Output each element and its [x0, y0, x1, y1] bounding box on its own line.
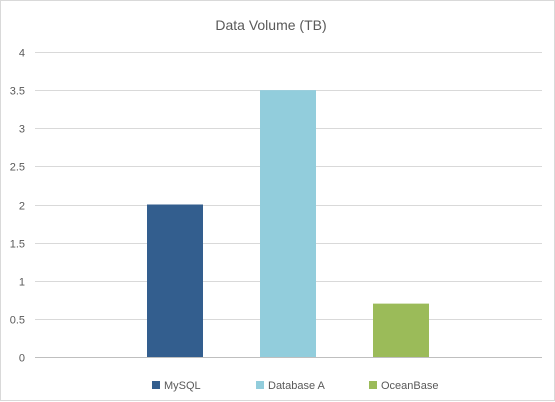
- legend-label: MySQL: [164, 380, 201, 392]
- bar-database-a: [260, 90, 316, 357]
- legend-label: Database A: [268, 380, 326, 392]
- y-tick-label: 0: [19, 353, 25, 365]
- y-tick-label: 2.5: [10, 162, 25, 174]
- legend-item: OceanBase: [369, 380, 438, 392]
- y-tick-label: 0.5: [10, 315, 25, 327]
- y-tick-label: 3.5: [10, 86, 25, 98]
- y-tick-label: 2: [19, 201, 25, 213]
- legend-swatch: [369, 381, 377, 389]
- legend-item: MySQL: [152, 380, 201, 392]
- legend-swatch: [152, 381, 160, 389]
- y-tick-label: 1.5: [10, 239, 25, 251]
- chart-title: Data Volume (TB): [215, 17, 326, 33]
- bar-mysql: [147, 204, 203, 357]
- legend: MySQL Database A OceanBase: [152, 380, 438, 392]
- legend-label: OceanBase: [381, 380, 438, 392]
- y-axis-ticks: 0 0.5 1 1.5 2 2.5 3 3.5 4: [10, 48, 25, 365]
- y-tick-label: 3: [19, 124, 25, 136]
- bar-oceanbase: [373, 303, 429, 357]
- y-tick-label: 1: [19, 277, 25, 289]
- y-tick-label: 4: [19, 48, 25, 60]
- legend-item: Database A: [256, 380, 326, 392]
- legend-swatch: [256, 381, 264, 389]
- bars: [147, 90, 429, 357]
